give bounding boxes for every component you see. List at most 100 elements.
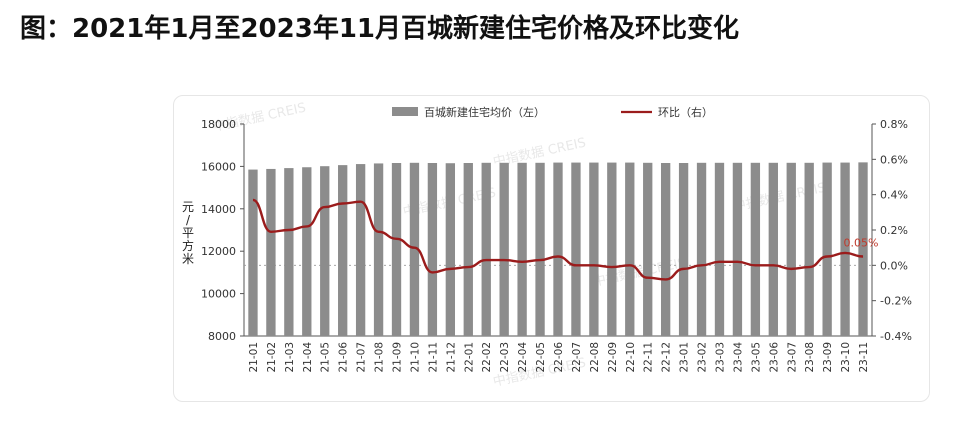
right-tick-label: 0.6% (880, 153, 908, 166)
y-axis-label-char: 米 (182, 252, 194, 266)
legend: 百城新建住宅均价（左） 环比（右） (392, 105, 713, 119)
x-tick-label: 21-10 (409, 342, 421, 373)
annotation-label: 0.05% (844, 237, 879, 250)
x-tick-label: 23-08 (804, 342, 816, 373)
x-tick-label: 21-03 (284, 342, 296, 373)
bar-23-05 (750, 162, 761, 336)
y-axis-label-char: 平 (182, 226, 194, 240)
x-tick-label: 21-09 (392, 342, 404, 373)
x-tick-label: 21-08 (374, 342, 386, 373)
right-tick-label: -0.4% (880, 330, 912, 343)
x-tick-label: 22-03 (499, 342, 511, 373)
bar-22-05 (535, 162, 545, 336)
x-tick-label: 23-02 (697, 342, 709, 373)
x-tick-label: 22-04 (517, 342, 529, 373)
y-axis-label-char: 方 (182, 238, 194, 253)
x-tick-label: 23-04 (732, 342, 744, 373)
bar-22-08 (589, 162, 599, 336)
right-tick-label: 0.4% (880, 189, 908, 202)
y-axis-label-char: / (186, 213, 191, 227)
bar-22-02 (481, 162, 491, 336)
x-tick-label: 21-04 (302, 342, 314, 373)
x-tick-label: 22-05 (535, 342, 547, 373)
page-title: 图：2021年1月至2023年11月百城新建住宅价格及环比变化 (20, 14, 739, 44)
bar-22-04 (517, 162, 527, 336)
bar-21-11 (427, 163, 438, 336)
x-tick-label: 21-02 (266, 342, 278, 373)
bar-23-02 (696, 162, 707, 336)
bar-21-06 (338, 165, 348, 336)
bar-23-03 (714, 162, 725, 336)
x-tick-label: 22-09 (607, 342, 619, 373)
x-tick-label: 21-05 (320, 342, 332, 373)
bar-22-03 (499, 162, 509, 336)
x-tick-label: 22-07 (571, 342, 583, 373)
bar-23-09 (822, 162, 832, 336)
x-tick-label: 23-07 (786, 342, 798, 373)
x-tick-label: 22-06 (553, 342, 565, 373)
x-tick-label: 22-08 (589, 342, 601, 373)
bar-22-11 (643, 162, 653, 336)
bar-22-12 (660, 163, 671, 336)
y-axis-label-char: 元 (182, 200, 194, 214)
right-tick-label: 0.8% (880, 118, 908, 131)
bar-21-01 (248, 169, 258, 336)
x-tick-label: 21-12 (445, 342, 457, 373)
bar-23-01 (678, 163, 689, 336)
x-tick-label: 21-11 (427, 342, 439, 373)
bar-22-01 (463, 163, 473, 336)
x-tick-label: 21-06 (338, 342, 350, 373)
bar-21-02 (266, 168, 276, 336)
legend-bar-label: 百城新建住宅均价（左） (424, 105, 545, 119)
bar-23-06 (768, 162, 778, 336)
bar-23-11 (858, 162, 868, 336)
bar-21-03 (284, 168, 294, 336)
x-tick-label: 22-01 (463, 342, 475, 373)
x-tick-label: 22-10 (625, 342, 637, 373)
x-tick-label: 22-11 (643, 342, 655, 373)
legend-bar-swatch (392, 107, 418, 116)
left-tick-label: 12000 (201, 245, 236, 258)
left-tick-label: 10000 (201, 288, 236, 301)
bar-22-06 (553, 162, 563, 336)
bar-23-08 (804, 162, 814, 336)
bar-21-08 (373, 163, 384, 336)
x-tick-label: 23-05 (750, 342, 762, 373)
bar-21-04 (302, 167, 312, 336)
left-tick-label: 14000 (201, 203, 236, 216)
line-series: 0.05% (252, 198, 879, 281)
x-tick-label: 23-01 (679, 342, 691, 373)
bar-22-10 (625, 162, 635, 336)
legend-line-label: 环比（右） (658, 105, 713, 119)
right-tick-label: 0.2% (880, 224, 908, 237)
x-tick-label: 23-09 (822, 342, 834, 373)
left-tick-label: 18000 (201, 118, 236, 131)
bar-21-12 (445, 163, 456, 336)
right-tick-label: 0.0% (880, 259, 908, 272)
y-axis-label: 元/平方米 (182, 200, 194, 266)
x-tick-labels: 21-01 21-02 21-03 21-04 21-05 21-06 21-07 21-08… (248, 342, 870, 373)
right-tick-label: -0.2% (880, 295, 912, 308)
x-tick-label: 23-06 (768, 342, 780, 373)
x-tick-label: 23-11 (858, 342, 870, 373)
bar-21-07 (355, 164, 366, 336)
x-tick-label: 21-07 (356, 342, 368, 373)
bar-22-07 (571, 162, 581, 336)
x-tick-label: 21-01 (248, 342, 260, 373)
bar-22-09 (607, 162, 617, 336)
bar-21-10 (409, 162, 420, 336)
bar-23-07 (786, 162, 796, 336)
x-tick-label: 22-02 (481, 342, 493, 373)
bar-23-10 (840, 162, 850, 336)
bar-21-05 (320, 166, 330, 336)
bar-21-09 (391, 163, 402, 336)
x-tick-label: 23-03 (714, 342, 726, 373)
x-tick-label: 22-12 (661, 342, 673, 373)
bar-23-04 (732, 162, 743, 336)
x-tick-label: 23-10 (840, 342, 852, 373)
left-tick-label: 8000 (208, 330, 236, 343)
bar-series (248, 162, 868, 336)
left-tick-label: 16000 (201, 160, 236, 173)
